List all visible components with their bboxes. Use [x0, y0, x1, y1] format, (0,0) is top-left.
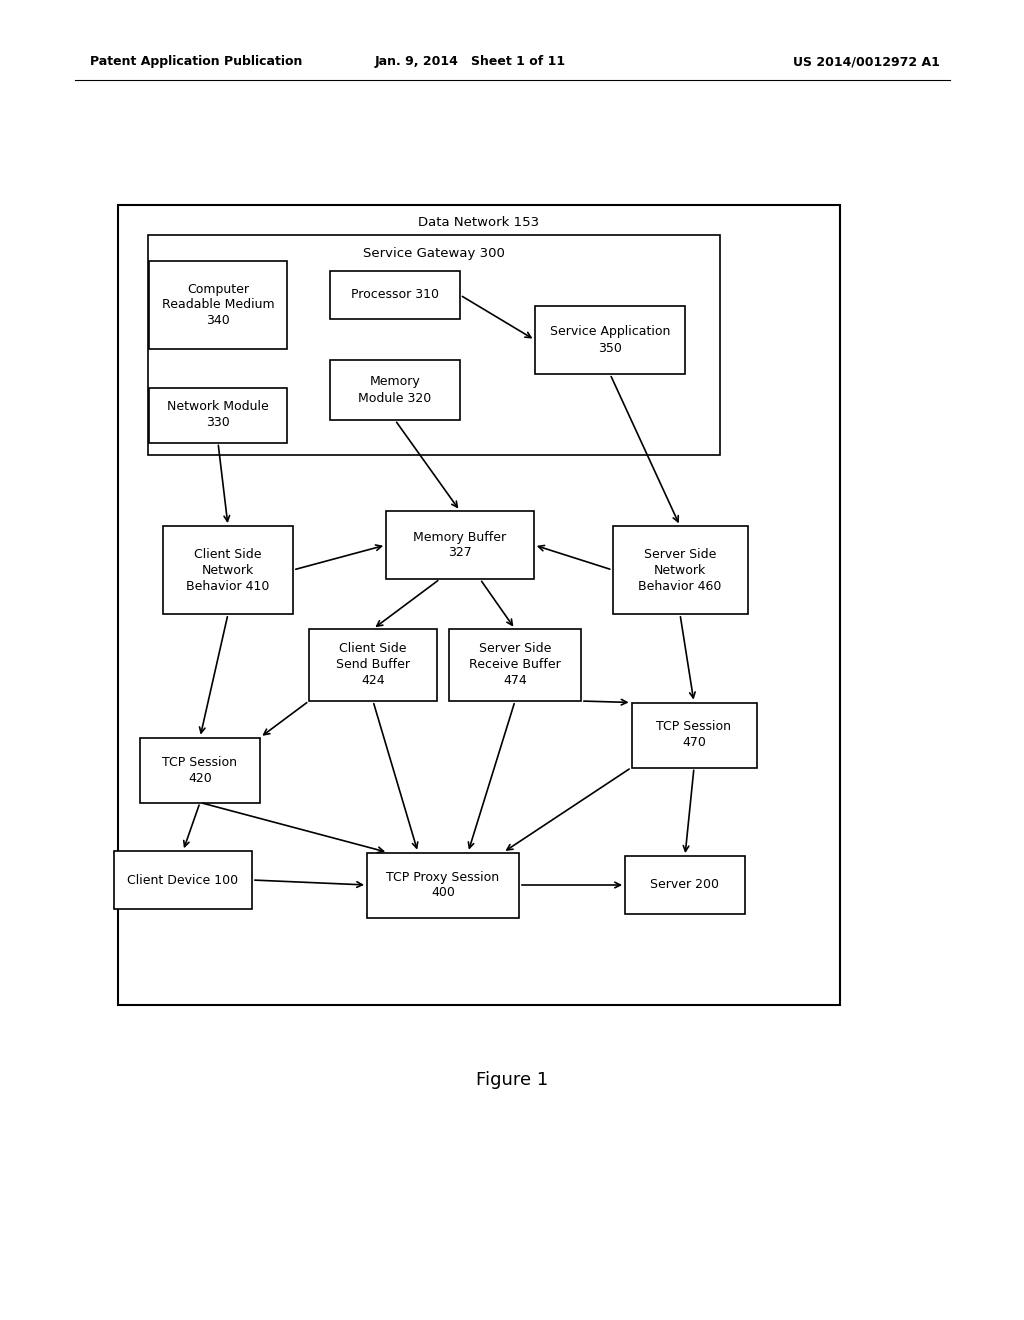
- Text: TCP Proxy Session
400: TCP Proxy Session 400: [386, 870, 500, 899]
- Text: Patent Application Publication: Patent Application Publication: [90, 55, 302, 69]
- Text: Computer
Readable Medium
340: Computer Readable Medium 340: [162, 282, 274, 327]
- Text: Network Module
330: Network Module 330: [167, 400, 269, 429]
- Text: TCP Session
420: TCP Session 420: [163, 755, 238, 784]
- Bar: [150, 388, 287, 442]
- Text: Jan. 9, 2014   Sheet 1 of 11: Jan. 9, 2014 Sheet 1 of 11: [375, 55, 565, 69]
- Bar: [632, 702, 757, 767]
- Text: Data Network 153: Data Network 153: [419, 216, 540, 230]
- Text: US 2014/0012972 A1: US 2014/0012972 A1: [794, 55, 940, 69]
- Bar: [625, 855, 745, 913]
- Bar: [118, 205, 840, 1005]
- Bar: [163, 525, 293, 614]
- Text: TCP Session
470: TCP Session 470: [656, 721, 731, 750]
- Text: Client Side
Send Buffer
424: Client Side Send Buffer 424: [336, 643, 410, 688]
- Bar: [449, 630, 581, 701]
- Text: Processor 310: Processor 310: [351, 289, 439, 301]
- Bar: [535, 306, 685, 374]
- Text: Client Side
Network
Behavior 410: Client Side Network Behavior 410: [186, 548, 269, 593]
- Text: Server Side
Network
Behavior 460: Server Side Network Behavior 460: [638, 548, 722, 593]
- Text: Service Gateway 300: Service Gateway 300: [362, 247, 505, 260]
- Bar: [309, 630, 437, 701]
- Bar: [367, 853, 519, 917]
- Text: Service Application
350: Service Application 350: [550, 326, 670, 355]
- Bar: [330, 271, 460, 319]
- Text: Client Device 100: Client Device 100: [127, 874, 239, 887]
- Text: Memory
Module 320: Memory Module 320: [358, 375, 432, 404]
- Bar: [140, 738, 260, 803]
- Bar: [330, 360, 460, 420]
- Bar: [150, 261, 287, 348]
- Bar: [114, 851, 252, 909]
- Text: Memory Buffer
327: Memory Buffer 327: [414, 531, 507, 560]
- Text: Figure 1: Figure 1: [476, 1071, 548, 1089]
- Bar: [612, 525, 748, 614]
- Text: Server 200: Server 200: [650, 879, 720, 891]
- Text: Server Side
Receive Buffer
474: Server Side Receive Buffer 474: [469, 643, 561, 688]
- Bar: [386, 511, 534, 579]
- Bar: [148, 235, 720, 455]
